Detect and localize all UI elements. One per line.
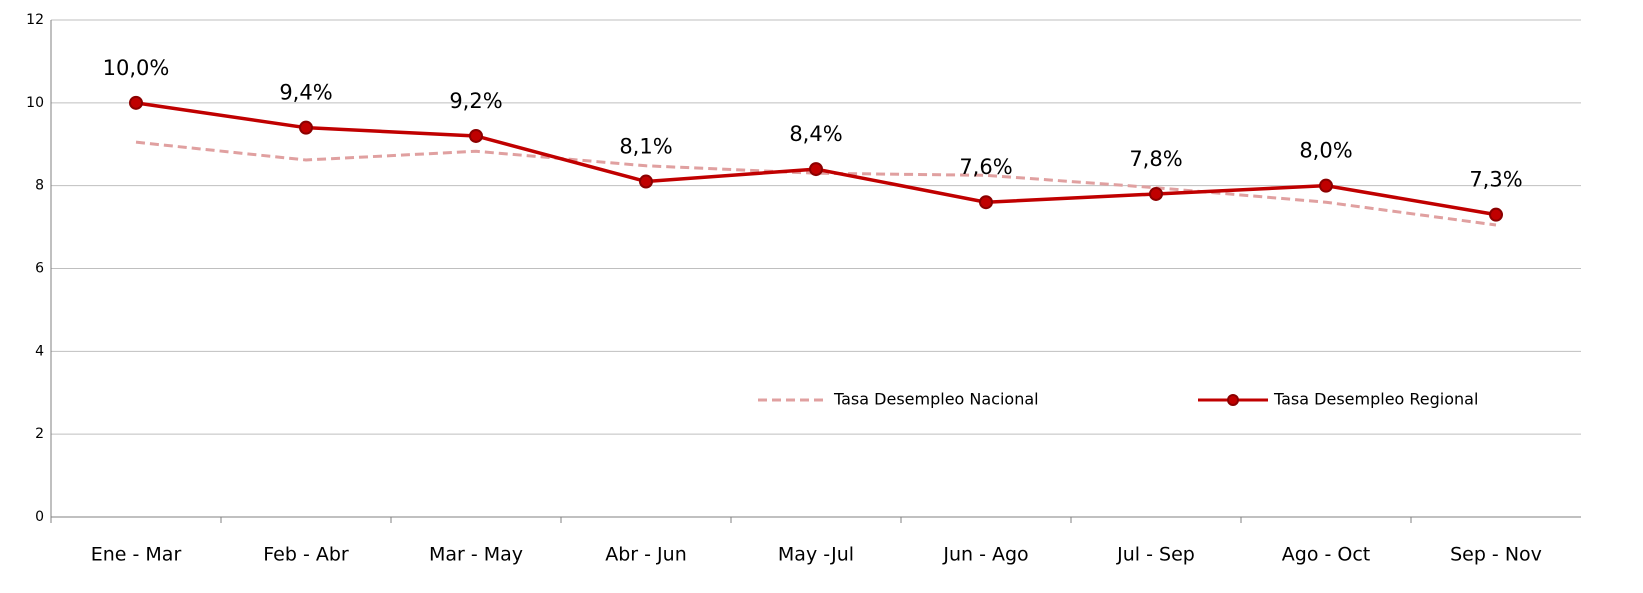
x-tick-label: Ene - Mar bbox=[91, 544, 182, 566]
data-label: 7,3% bbox=[1469, 168, 1522, 192]
data-label: 9,2% bbox=[449, 89, 502, 113]
series-line bbox=[135, 140, 1497, 227]
y-tick-label: 6 bbox=[35, 261, 44, 277]
x-tick-label: Feb - Abr bbox=[263, 544, 349, 566]
point bbox=[129, 95, 143, 110]
y-tick-label: 8 bbox=[35, 178, 44, 194]
point bbox=[639, 174, 653, 189]
x-tick-label: May -Jul bbox=[778, 544, 854, 566]
y-tick-label: 10 bbox=[26, 95, 44, 111]
data-label: 8,0% bbox=[1299, 139, 1352, 163]
point bbox=[469, 128, 483, 143]
point bbox=[299, 120, 313, 135]
y-tick-label: 4 bbox=[35, 343, 44, 359]
data-label: 7,6% bbox=[959, 155, 1012, 179]
point bbox=[1149, 186, 1163, 201]
legend-marker bbox=[1227, 394, 1239, 406]
x-tick-label: Mar - May bbox=[429, 544, 523, 566]
data-label: 7,8% bbox=[1129, 147, 1182, 171]
point bbox=[979, 195, 993, 210]
x-tick-label: Sep - Nov bbox=[1450, 544, 1542, 566]
x-tick-label: Ago - Oct bbox=[1282, 544, 1370, 566]
data-label: 8,1% bbox=[619, 135, 672, 159]
point bbox=[1319, 178, 1333, 193]
y-tick-label: 12 bbox=[26, 12, 44, 28]
data-label: 10,0% bbox=[103, 56, 170, 80]
y-tick-label: 2 bbox=[35, 426, 44, 442]
point bbox=[809, 162, 823, 177]
x-tick-label: Jul - Sep bbox=[1116, 544, 1195, 566]
x-tick-label: Jun - Ago bbox=[942, 544, 1028, 566]
point bbox=[1489, 207, 1503, 222]
y-tick-label: 0 bbox=[35, 509, 44, 525]
data-label: 9,4% bbox=[279, 81, 332, 105]
x-tick-label: Abr - Jun bbox=[605, 544, 687, 566]
legend-label: Tasa Desempleo Regional bbox=[1273, 390, 1478, 409]
data-label: 8,4% bbox=[789, 122, 842, 146]
legend-label: Tasa Desempleo Nacional bbox=[833, 390, 1039, 409]
